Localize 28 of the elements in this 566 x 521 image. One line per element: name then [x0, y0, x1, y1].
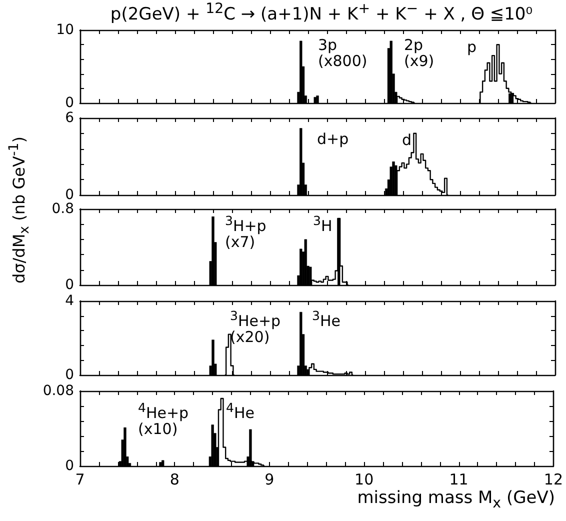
- x-tick-label: 12: [544, 470, 564, 488]
- y-tick-label: 0: [65, 458, 74, 474]
- annotation: $^{3}$H: [313, 213, 332, 235]
- chart-title: p(2GeV) + $^{12}$C → (a+1)N + K$^{+}$ + K$^{−}$ + X , Θ ≦10⁰: [109, 1, 534, 25]
- annotation: 2p (x9): [404, 36, 434, 70]
- x-tick-label: 9: [264, 470, 274, 488]
- x-tick-label: 8: [170, 470, 180, 488]
- y-tick-label: 10: [56, 22, 74, 38]
- x-tick-label: 11: [449, 470, 468, 488]
- annotation: p: [467, 38, 477, 56]
- y-tick-label: 0.8: [52, 201, 74, 217]
- x-axis-title: missing mass M$_{x}$ (GeV): [357, 488, 555, 512]
- annotation: $^{3}$He: [312, 308, 340, 330]
- x-tick-label: 10: [354, 470, 374, 488]
- annotation: 3p (x800): [318, 36, 368, 70]
- x-tick-label: 7: [75, 470, 85, 488]
- y-tick-label: 0: [65, 277, 74, 293]
- y-tick-label: 6: [65, 110, 74, 126]
- y-tick-label: 4: [65, 293, 74, 309]
- annotation: $^{4}$He: [226, 400, 254, 422]
- y-tick-label: 0: [65, 367, 74, 383]
- annotation: d: [402, 131, 412, 149]
- y-tick-label: 0: [65, 95, 74, 111]
- annotation: $^{4}$He+p (x10): [138, 400, 189, 438]
- annotation: $^{3}$H+p (x7): [225, 213, 266, 251]
- y-tick-label: 0: [65, 187, 74, 203]
- annotation: d+p: [317, 130, 349, 148]
- y-tick-label: 0.08: [42, 383, 74, 399]
